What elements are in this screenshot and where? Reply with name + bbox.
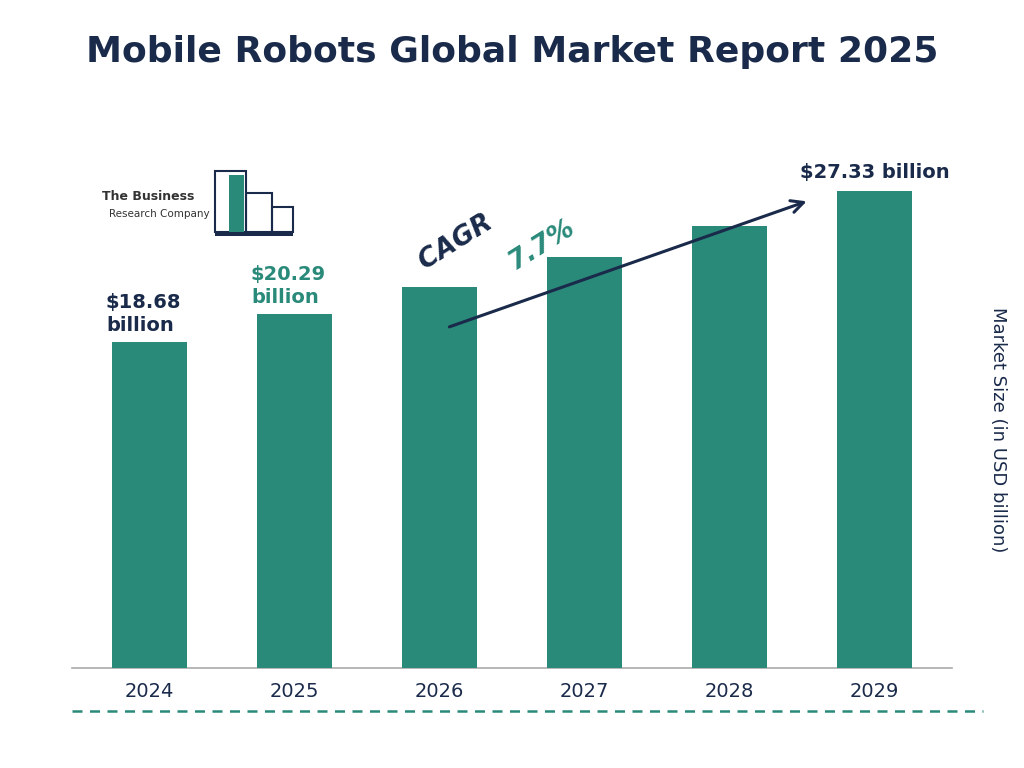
Title: Mobile Robots Global Market Report 2025: Mobile Robots Global Market Report 2025 — [86, 35, 938, 68]
Text: The Business: The Business — [102, 190, 195, 203]
Bar — [547, 257, 623, 668]
Bar — [215, 232, 293, 236]
Bar — [401, 286, 477, 668]
Bar — [257, 314, 332, 668]
Text: Research Company: Research Company — [109, 209, 209, 219]
Text: $27.33 billion: $27.33 billion — [800, 164, 949, 183]
Bar — [215, 171, 246, 232]
Text: $20.29
billion: $20.29 billion — [251, 264, 326, 307]
Bar — [692, 226, 767, 668]
Text: Market Size (in USD billion): Market Size (in USD billion) — [989, 307, 1008, 553]
Text: $18.68
billion: $18.68 billion — [105, 293, 181, 335]
Bar — [246, 193, 272, 232]
Text: CAGR: CAGR — [414, 205, 505, 276]
Bar — [112, 342, 187, 668]
Bar — [229, 175, 244, 232]
Bar — [272, 207, 293, 232]
Text: 7.7%: 7.7% — [505, 214, 581, 276]
Bar — [837, 191, 912, 668]
